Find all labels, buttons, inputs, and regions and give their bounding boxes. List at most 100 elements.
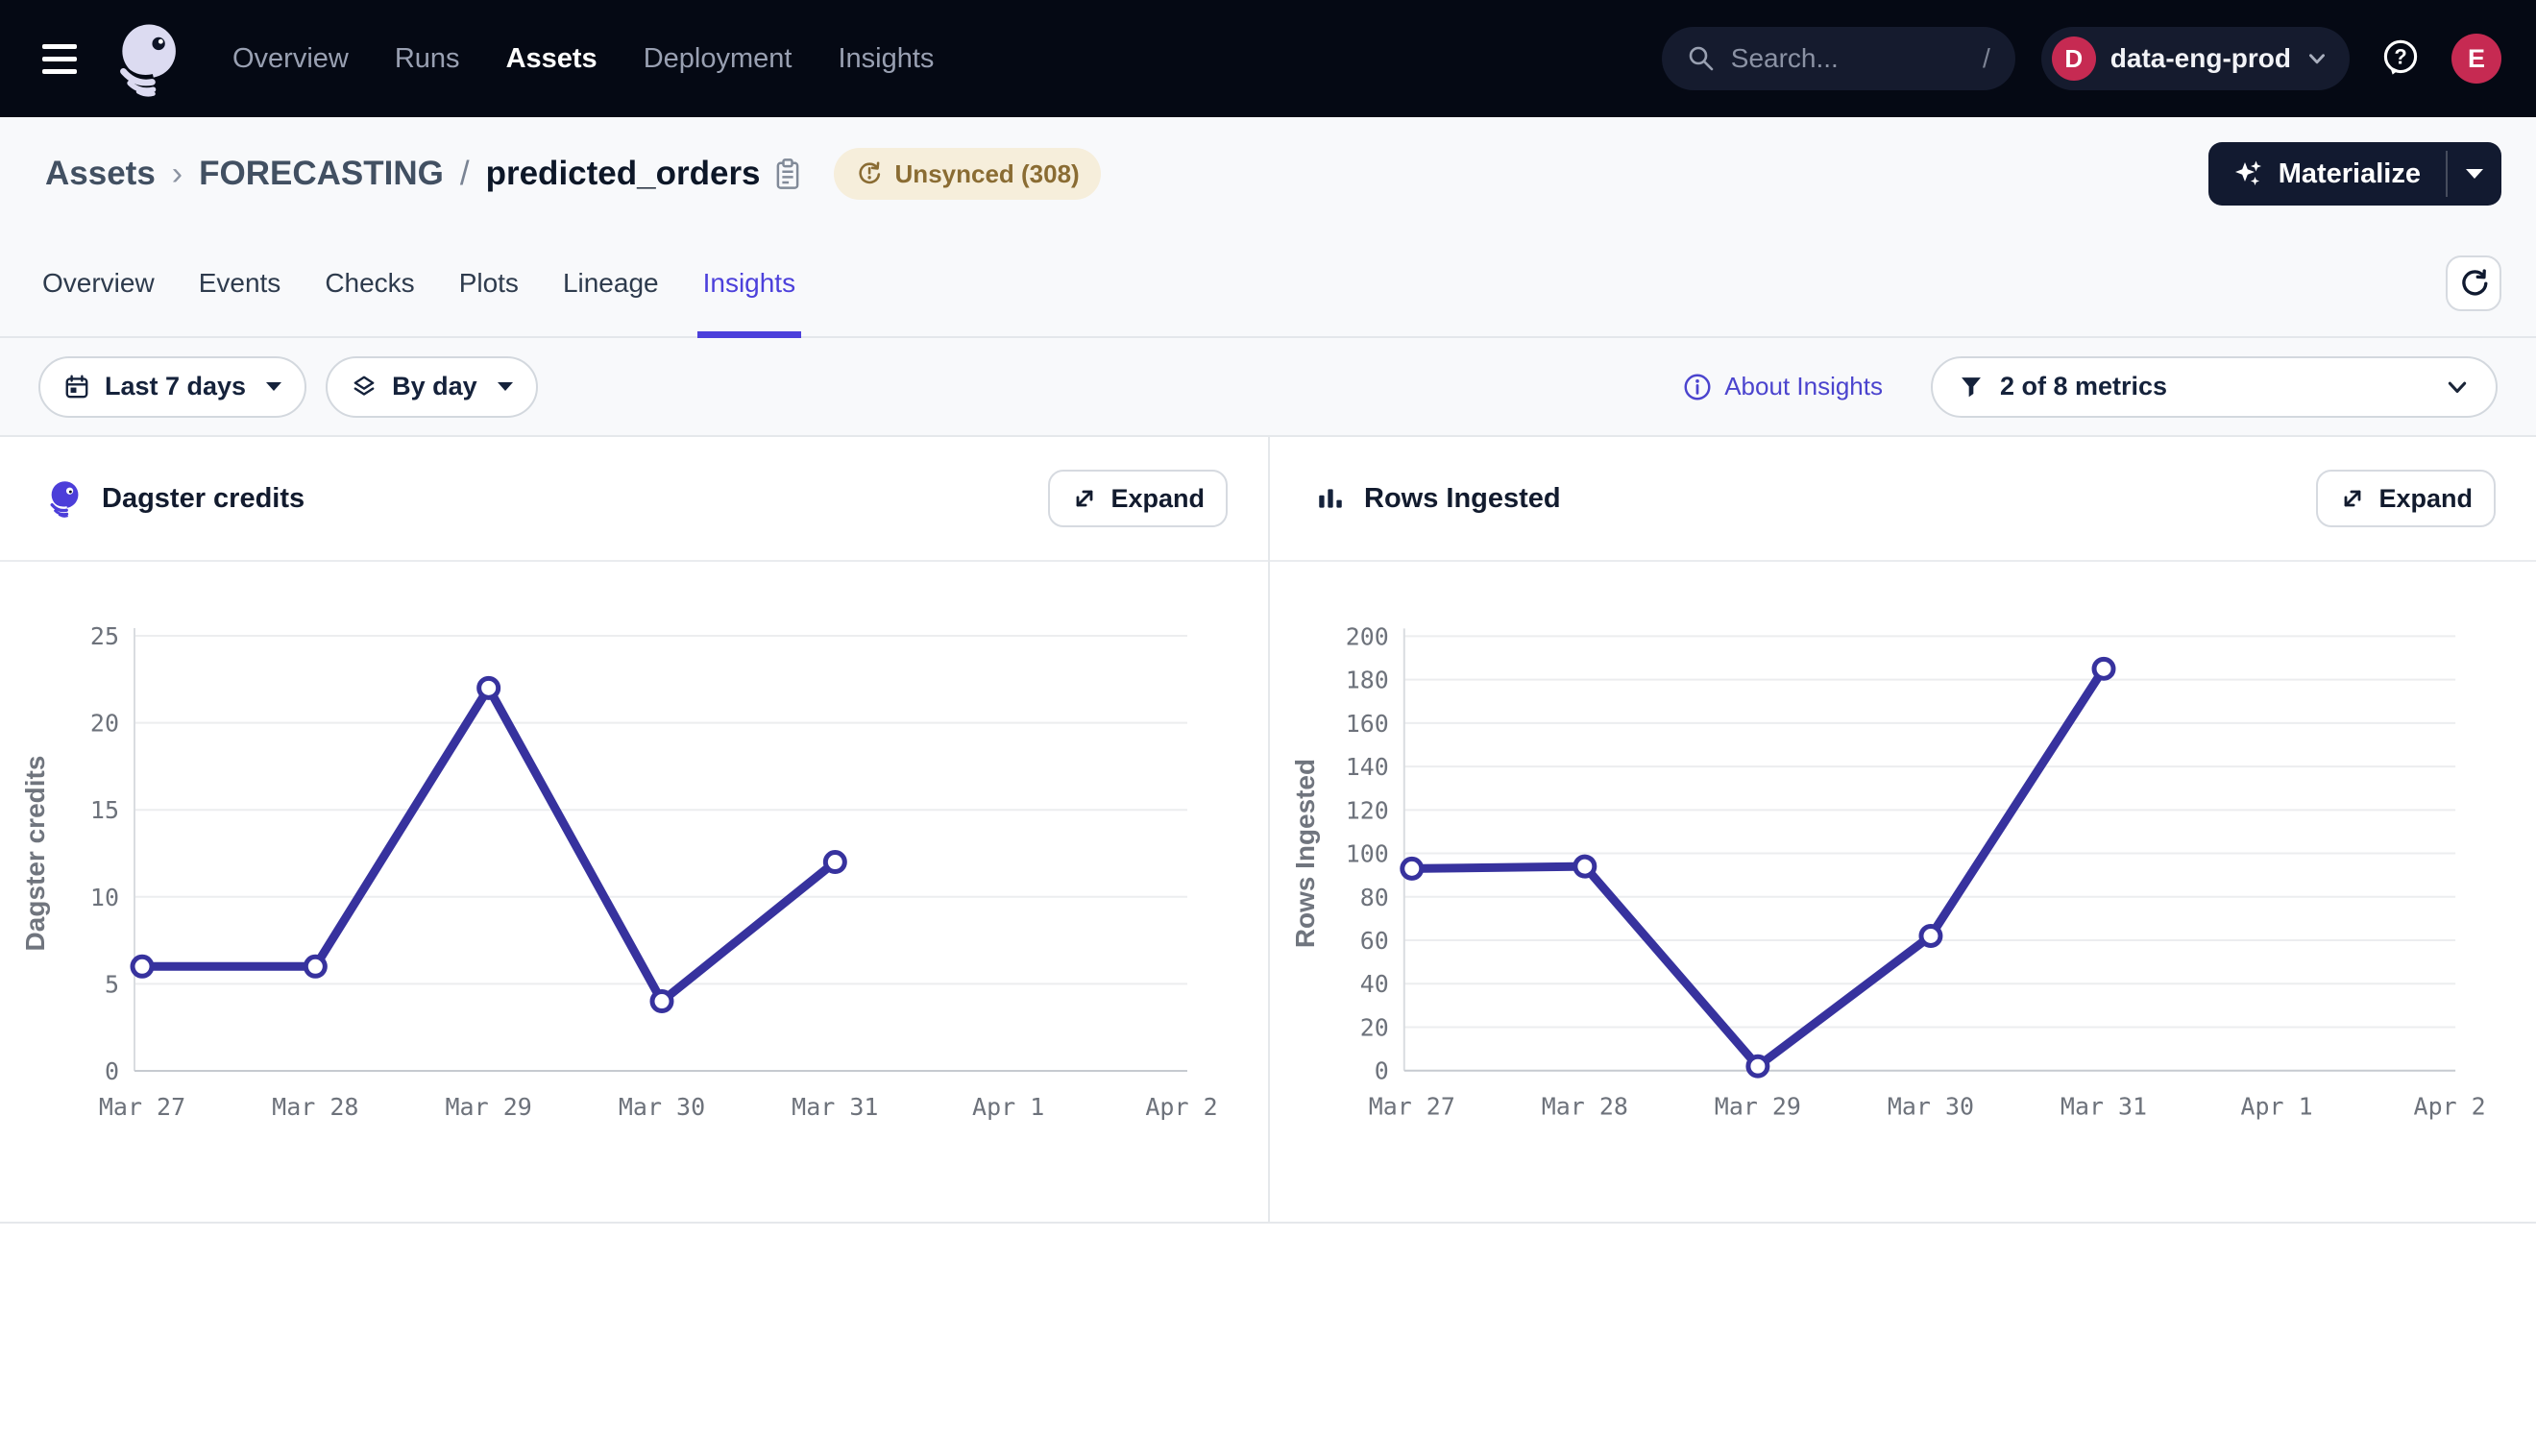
sync-alert-icon: [855, 159, 884, 188]
materialize-options-button[interactable]: [2448, 142, 2501, 206]
time-range-label: Last 7 days: [105, 372, 246, 401]
svg-text:10: 10: [90, 884, 119, 911]
user-avatar[interactable]: E: [2451, 34, 2501, 84]
dagster-logo[interactable]: [110, 20, 186, 97]
svg-text:Mar 27: Mar 27: [99, 1093, 185, 1121]
layers-icon: [351, 374, 378, 400]
refresh-button[interactable]: [2446, 255, 2501, 311]
svg-text:60: 60: [1360, 927, 1389, 955]
materialize-button[interactable]: Materialize: [2208, 142, 2446, 206]
svg-text:180: 180: [1346, 667, 1389, 694]
svg-text:Apr 1: Apr 1: [2241, 1093, 2313, 1121]
bar-chart-icon: [1315, 483, 1346, 514]
svg-text:Apr 2: Apr 2: [1145, 1093, 1217, 1121]
insights-filter-bar: Last 7 days By day About Insights 2 of: [0, 338, 2536, 435]
refresh-icon: [2458, 268, 2489, 299]
svg-text:5: 5: [105, 970, 119, 998]
chart-card-rows-ingested: Rows Ingested Expand 0204060801001201401…: [1268, 437, 2536, 1222]
svg-text:160: 160: [1346, 710, 1389, 738]
nav-item-assets[interactable]: Assets: [506, 43, 597, 75]
deployment-switcher[interactable]: D data-eng-prod: [2041, 27, 2350, 90]
svg-text:?: ?: [2394, 45, 2406, 69]
unsynced-status-badge[interactable]: Unsynced (308): [834, 148, 1101, 200]
unsynced-badge-label: Unsynced (308): [895, 159, 1080, 189]
svg-text:120: 120: [1346, 796, 1389, 824]
svg-text:80: 80: [1360, 884, 1389, 911]
navbar-right-cluster: Search... / D data-eng-prod ? E: [1662, 27, 2501, 90]
svg-text:40: 40: [1360, 970, 1389, 998]
breadcrumb-assets-link[interactable]: Assets: [45, 155, 156, 193]
copy-asset-name-button[interactable]: [770, 157, 805, 191]
tab-insights[interactable]: Insights: [703, 231, 796, 336]
metrics-filter-label: 2 of 8 metrics: [2000, 372, 2167, 401]
chart-card-header: Dagster credits Expand: [0, 437, 1268, 562]
info-circle-icon: [1682, 372, 1713, 402]
svg-text:15: 15: [90, 796, 119, 824]
chart-card-header: Rows Ingested Expand: [1270, 437, 2536, 562]
question-bubble-icon: ?: [2376, 34, 2426, 84]
svg-text:0: 0: [105, 1057, 119, 1085]
expand-button-dagster-credits[interactable]: Expand: [1048, 470, 1228, 527]
svg-text:Mar 29: Mar 29: [446, 1093, 532, 1121]
asset-name: predicted_orders: [486, 155, 761, 193]
clipboard-icon: [770, 157, 805, 191]
tab-overview[interactable]: Overview: [42, 231, 155, 336]
svg-text:0: 0: [1375, 1057, 1389, 1085]
expand-icon: [2339, 485, 2366, 512]
help-button[interactable]: ?: [2376, 34, 2426, 84]
expand-button-rows-ingested[interactable]: Expand: [2316, 470, 2496, 527]
tab-plots[interactable]: Plots: [459, 231, 519, 336]
chart-title-group: Rows Ingested: [1315, 483, 1561, 515]
breadcrumb: Assets › FORECASTING / predicted_orders: [45, 155, 761, 193]
rows-ingested-line-chart: 020406080100120140160180200Mar 27Mar 28M…: [1270, 562, 2536, 1222]
chart-title: Dagster credits: [102, 483, 305, 515]
chevron-down-icon: [2444, 374, 2471, 400]
svg-text:200: 200: [1346, 622, 1389, 650]
granularity-filter[interactable]: By day: [326, 356, 538, 418]
top-navbar: Overview Runs Assets Deployment Insights…: [0, 0, 2536, 117]
metrics-filter-select[interactable]: 2 of 8 metrics: [1931, 356, 2498, 418]
tab-lineage[interactable]: Lineage: [563, 231, 659, 336]
svg-text:Apr 2: Apr 2: [2414, 1093, 2486, 1121]
sparkles-icon: [2233, 158, 2264, 189]
tab-events[interactable]: Events: [199, 231, 281, 336]
materialize-label: Materialize: [2279, 158, 2421, 190]
svg-text:Mar 30: Mar 30: [1888, 1093, 1974, 1121]
dagster-octopus-icon: [110, 20, 186, 97]
tab-checks[interactable]: Checks: [325, 231, 414, 336]
funnel-icon: [1958, 374, 1985, 400]
svg-text:Dagster credits: Dagster credits: [20, 756, 50, 952]
svg-text:Mar 31: Mar 31: [792, 1093, 878, 1121]
chevron-down-icon: [2305, 47, 2329, 70]
svg-text:20: 20: [90, 710, 119, 738]
expand-icon: [1071, 485, 1098, 512]
search-input[interactable]: Search... /: [1662, 27, 2015, 90]
search-placeholder: Search...: [1731, 43, 1967, 74]
nav-item-deployment[interactable]: Deployment: [644, 43, 792, 75]
search-shortcut-hint: /: [1983, 43, 1990, 74]
nav-item-overview[interactable]: Overview: [232, 43, 349, 75]
materialize-split-button: Materialize: [2208, 142, 2501, 206]
svg-text:Mar 28: Mar 28: [272, 1093, 358, 1121]
svg-text:25: 25: [90, 622, 119, 650]
expand-label: Expand: [2378, 484, 2473, 514]
nav-item-insights[interactable]: Insights: [838, 43, 934, 75]
about-insights-link[interactable]: About Insights: [1682, 372, 1883, 402]
hamburger-menu-button[interactable]: [37, 38, 83, 80]
deployment-name: data-eng-prod: [2110, 43, 2291, 74]
chart-card-dagster-credits: Dagster credits Expand 0 5 10 15 20 25 Mar 27 M…: [0, 437, 1268, 1222]
dagster-app: Overview Runs Assets Deployment Insights…: [0, 0, 2536, 1456]
nav-item-runs[interactable]: Runs: [395, 43, 460, 75]
primary-nav: Overview Runs Assets Deployment Insights: [232, 43, 934, 75]
calendar-icon: [63, 374, 90, 400]
chart-title-group: Dagster credits: [45, 479, 305, 518]
svg-text:Mar 28: Mar 28: [1542, 1093, 1628, 1121]
time-range-filter[interactable]: Last 7 days: [38, 356, 306, 418]
asset-header-row: Assets › FORECASTING / predicted_orders: [0, 117, 2536, 231]
breadcrumb-chevron: ›: [172, 156, 183, 193]
caret-down-icon: [498, 382, 513, 391]
deployment-initial-badge: D: [2052, 36, 2096, 81]
chart-title: Rows Ingested: [1364, 483, 1561, 515]
breadcrumb-group-link[interactable]: FORECASTING: [199, 155, 444, 193]
expand-label: Expand: [1110, 484, 1205, 514]
